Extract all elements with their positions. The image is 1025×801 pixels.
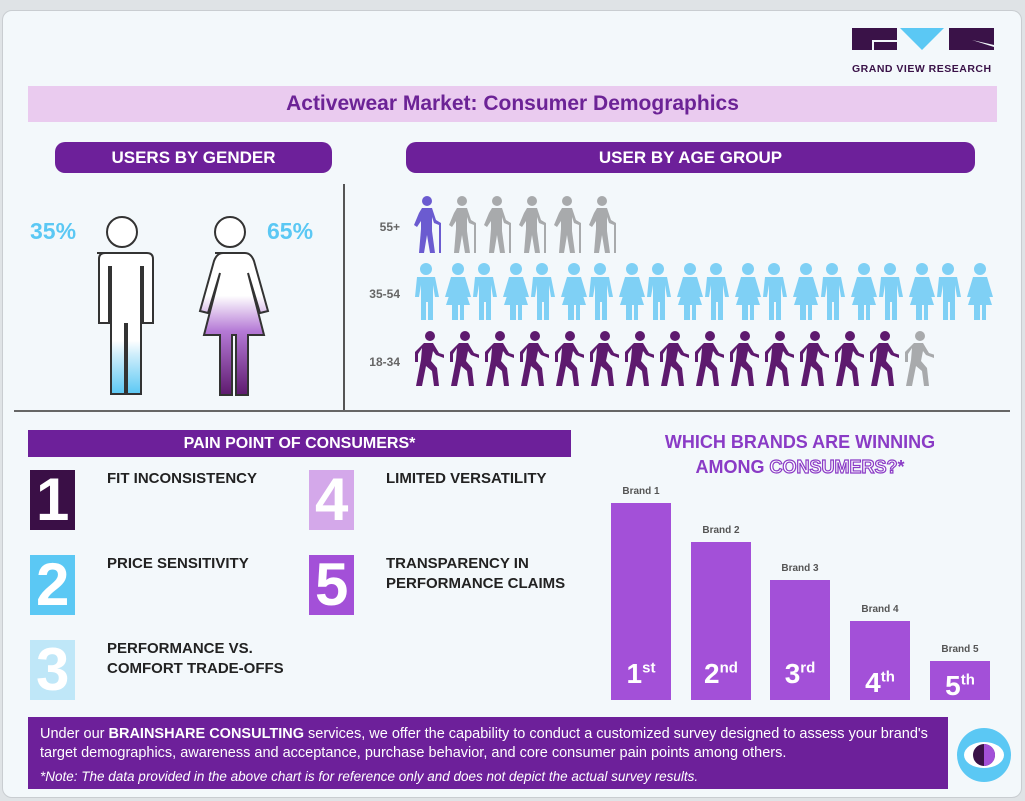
walking-person-icon [870, 331, 899, 386]
grand-view-research-logo: GRAND VIEW RESEARCH [852, 28, 997, 75]
man-woman-icon [909, 263, 935, 320]
man-woman-icon [967, 263, 993, 320]
walking-person-icon [905, 331, 934, 386]
rank-label: 4th [865, 667, 895, 699]
brand-label: Brand 4 [861, 604, 899, 616]
pain-point-number-5: 5 [309, 555, 354, 615]
man-woman-icon [735, 263, 761, 320]
walking-person-icon [765, 331, 794, 386]
man-woman-icon [879, 263, 903, 320]
footer-post: services, we offer the capability to con… [40, 726, 928, 761]
elderly-with-cane-icon [519, 196, 546, 253]
page-title: Activewear Market: Consumer Demographics [28, 86, 997, 122]
elderly-with-cane-icon [449, 196, 476, 253]
brands-title-asterisk: * [897, 457, 905, 477]
man-woman-icon [851, 263, 877, 320]
brand-bar: 4th [850, 621, 910, 700]
rank-label: 2nd [704, 657, 738, 689]
man-woman-icon [705, 263, 729, 320]
brainshare-consulting: BRAINSHARE CONSULTING [108, 726, 304, 742]
man-woman-icon [589, 263, 613, 320]
pain-point-text: PRICE SENSITIVITY [107, 555, 249, 572]
man-woman-icon [531, 263, 555, 320]
pain-point-text: PERFORMANCE VS. COMFORT TRADE-OFFS [107, 640, 284, 677]
divider-horizontal [14, 410, 1010, 412]
walking-person-icon [800, 331, 829, 386]
walking-person-icon [555, 331, 584, 386]
walking-person-icon [695, 331, 724, 386]
elderly-with-cane-icon [589, 196, 616, 253]
footer-banner: Under our BRAINSHARE CONSULTING services… [28, 717, 948, 789]
walking-person-icon [485, 331, 514, 386]
man-woman-icon [445, 263, 471, 320]
gvr-logo-icon [852, 28, 994, 50]
pain-point-number-4: 4 [309, 470, 354, 530]
female-percentage: 65% [267, 218, 314, 244]
male-percentage: 35% [30, 218, 77, 244]
man-woman-icon [937, 263, 961, 320]
man-woman-icon [821, 263, 845, 320]
pain-points-header: PAIN POINT OF CONSUMERS* [28, 430, 571, 457]
brand-bar: 5th [930, 660, 990, 701]
brand-label: Brand 5 [941, 643, 979, 655]
brand-bar: 2nd [691, 542, 751, 700]
pain-point-text: TRANSPARENCY IN PERFORMANCE CLAIMS [386, 555, 566, 592]
brand-bar: 3rd [770, 579, 830, 700]
elderly-with-cane-icon [554, 196, 581, 253]
walking-person-icon [625, 331, 654, 386]
man-woman-icon [503, 263, 529, 320]
brand-label: Brand 2 [702, 525, 740, 537]
walking-person-icon [590, 331, 619, 386]
walking-person-icon [450, 331, 479, 386]
age-header: USER BY AGE GROUP [406, 142, 975, 173]
age-label-35-54: 35-54 [369, 287, 400, 301]
rank-label: 5th [945, 669, 975, 701]
brands-title: WHICH BRANDS ARE WINNING AMONG CONSUMERS… [620, 430, 980, 480]
brand-label: Brand 3 [781, 562, 819, 574]
walking-person-icon [730, 331, 759, 386]
man-woman-icon [677, 263, 703, 320]
pain-point-number-3: 3 [30, 640, 75, 700]
brands-title-line1: WHICH BRANDS ARE WINNING [664, 432, 936, 452]
elderly-with-cane-icon [484, 196, 511, 253]
walking-person-icon [520, 331, 549, 386]
brand-label: Brand 1 [622, 486, 660, 497]
walking-person-icon [415, 331, 444, 386]
walking-person-icon [835, 331, 864, 386]
walking-person-icon [660, 331, 689, 386]
elderly-with-cane-icon [414, 196, 441, 253]
gender-header: USERS BY GENDER [55, 142, 332, 173]
age-label-55+: 55+ [379, 220, 400, 234]
age-label-18-34: 18-34 [369, 355, 400, 369]
man-woman-icon [793, 263, 819, 320]
man-woman-icon [415, 263, 439, 320]
pain-point-number-2: 2 [30, 555, 75, 615]
footer-text: Under our BRAINSHARE CONSULTING services… [40, 725, 936, 763]
pain-point-text: LIMITED VERSATILITY [386, 470, 547, 487]
man-woman-icon [561, 263, 587, 320]
brand-bar: 1st [611, 503, 671, 700]
man-woman-icon [763, 263, 787, 320]
male-figure-icon [97, 216, 154, 395]
man-woman-icon [619, 263, 645, 320]
brands-title-consumers: CONSUMERS? [769, 456, 898, 477]
brands-title-among: AMONG [695, 457, 770, 477]
rank-label: 1st [626, 658, 656, 689]
pain-point-number-1: 1 [30, 470, 75, 530]
man-woman-icon [647, 263, 671, 320]
brainshare-eye-icon [957, 728, 1011, 782]
divider-vertical [343, 184, 345, 410]
man-woman-icon [473, 263, 497, 320]
rank-label: 3rd [784, 657, 816, 689]
footer-note: *Note: The data provided in the above ch… [40, 769, 699, 784]
pain-point-text: FIT INCONSISTENCY [107, 470, 258, 487]
logo-text: GRAND VIEW RESEARCH [852, 63, 992, 75]
footer-pre: Under our [40, 726, 109, 742]
female-figure-icon [198, 216, 270, 396]
